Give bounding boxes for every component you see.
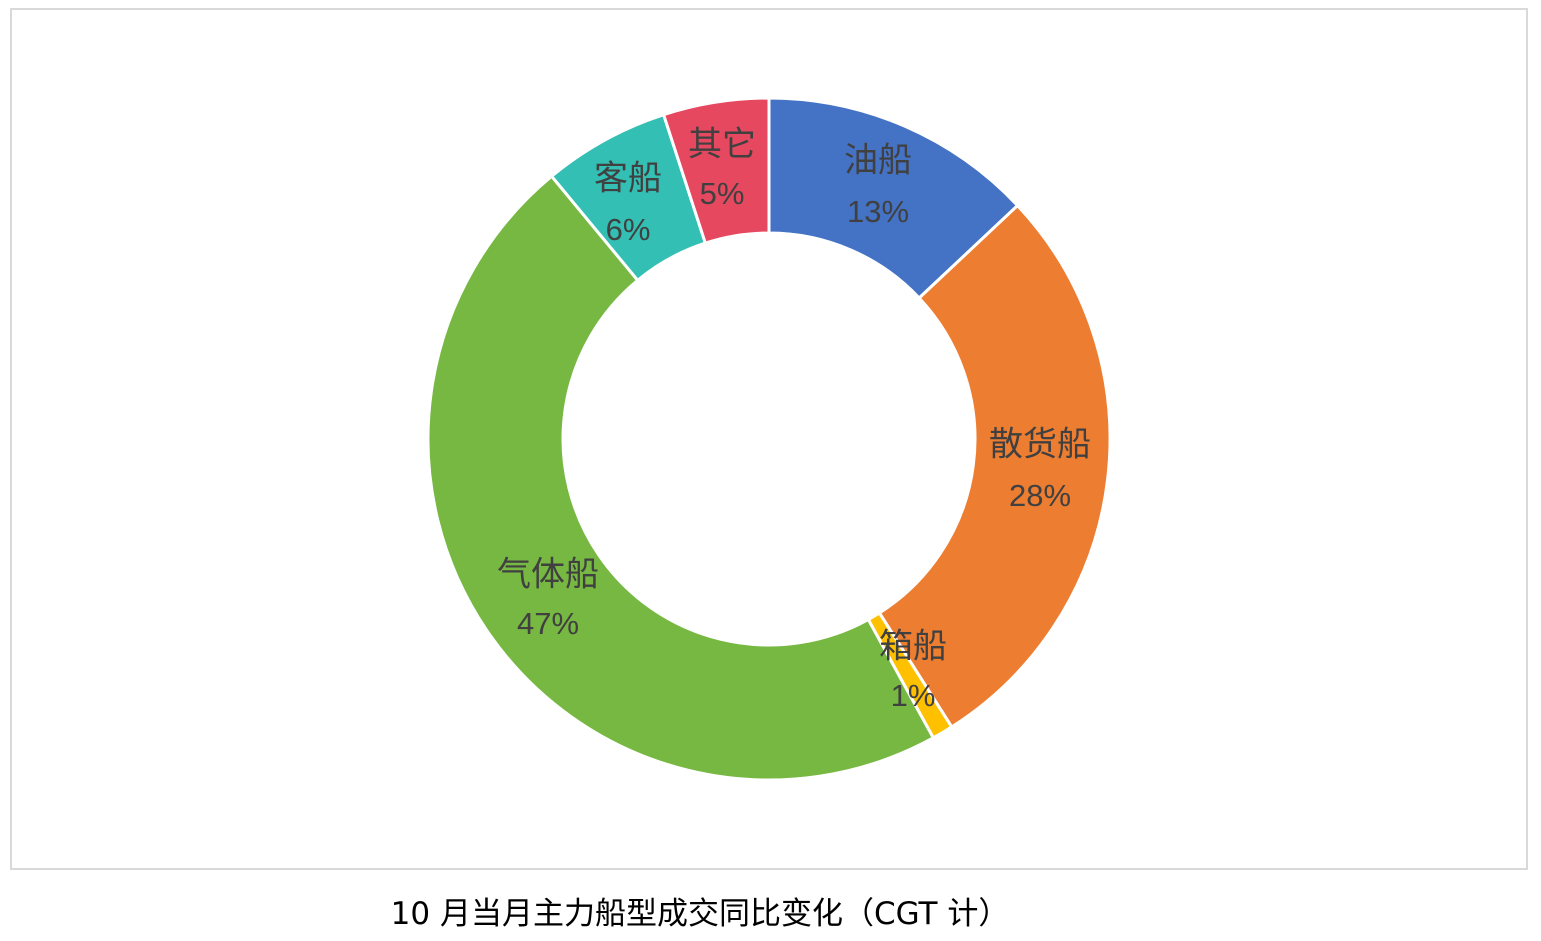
donut-slice-4	[426, 174, 936, 782]
slice-label-5: 客船	[594, 159, 662, 199]
slice-percent-3: 1%	[891, 678, 936, 713]
slice-label-4: 气体船	[497, 555, 599, 595]
slice-percent-5: 6%	[606, 212, 651, 247]
slice-label-1: 油船	[844, 141, 912, 181]
donut-slice-6	[661, 96, 771, 245]
slice-percent-2: 28%	[1009, 478, 1071, 513]
slice-percent-6: 5%	[700, 176, 745, 211]
donut-slice-2	[877, 203, 1112, 729]
slice-percent-1: 13%	[847, 194, 909, 229]
slice-percent-4: 47%	[517, 606, 579, 641]
slice-label-6: 其它	[688, 125, 756, 165]
chart-caption: 10 月当月主力船型成交同比变化（CGT 计）	[390, 896, 1010, 932]
slice-label-3: 箱船	[879, 627, 947, 667]
slice-label-2: 散货船	[989, 425, 1091, 465]
